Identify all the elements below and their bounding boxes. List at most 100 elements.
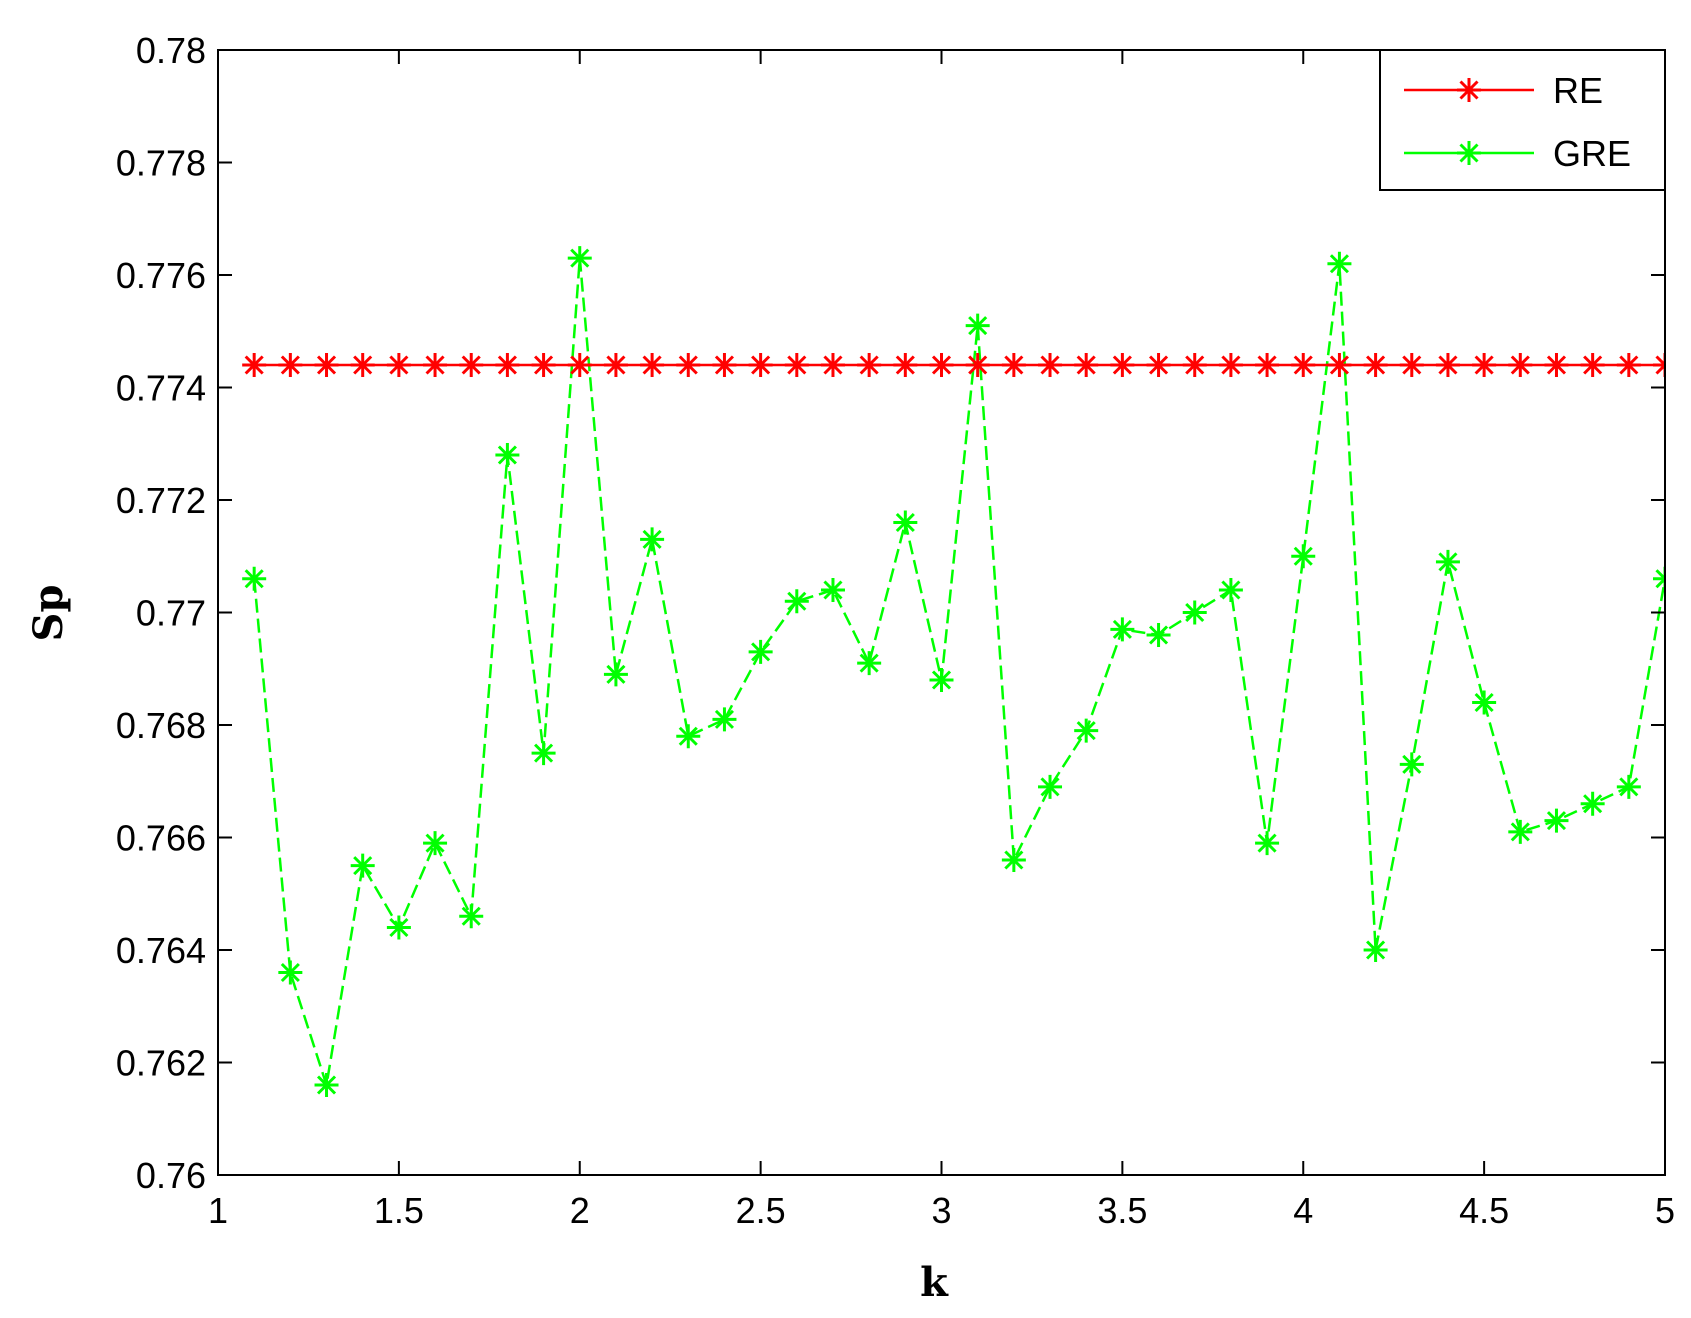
data-point-gre [784, 589, 809, 614]
data-point-gre [603, 662, 628, 687]
legend-label: GRE [1553, 133, 1631, 174]
data-point-gre [748, 639, 773, 664]
data-point-gre [314, 1073, 339, 1097]
data-point-re [1038, 353, 1063, 377]
data-point-re [712, 353, 737, 377]
data-point-gre [1110, 617, 1135, 642]
series-markers-re [242, 353, 1665, 377]
data-point-re [1074, 353, 1099, 377]
data-point-re [1616, 353, 1641, 377]
legend-marker [1457, 78, 1481, 102]
data-point-re [1544, 353, 1569, 377]
data-point-gre [1544, 808, 1569, 833]
data-point-re [857, 353, 882, 377]
data-point-gre [1327, 251, 1352, 276]
x-tick-label: 2 [570, 1190, 590, 1231]
data-point-re [1580, 353, 1605, 377]
x-tick-label: 4.5 [1459, 1190, 1509, 1231]
legend-item-re: RE [1404, 70, 1603, 111]
data-point-re [567, 353, 592, 377]
data-point-gre [929, 668, 954, 692]
data-point-gre [495, 443, 520, 467]
data-point-re [495, 353, 520, 377]
data-point-gre [1038, 774, 1063, 799]
y-axis-label: Sp [25, 585, 72, 642]
data-point-re [1255, 353, 1280, 377]
data-point-re [1508, 353, 1533, 377]
data-point-re [1182, 353, 1207, 377]
legend-item-gre: GRE [1404, 133, 1631, 174]
x-tick-label: 4 [1293, 1190, 1313, 1231]
data-point-re [1653, 353, 1665, 377]
data-point-re [603, 353, 628, 377]
data-point-re [1399, 353, 1424, 377]
y-tick-label: 0.768 [116, 705, 206, 746]
data-point-gre [531, 741, 556, 766]
plot-frame [217, 49, 1666, 1176]
y-tick-label: 0.78 [136, 30, 206, 71]
data-point-re [459, 353, 484, 377]
data-point-gre [1399, 752, 1424, 777]
data-point-gre [857, 651, 882, 676]
x-tick-label: 2.5 [736, 1190, 786, 1231]
data-point-gre [278, 960, 303, 985]
data-point-gre [242, 566, 267, 591]
y-tick-label: 0.762 [116, 1043, 206, 1084]
data-point-re [640, 353, 665, 377]
data-point-re [278, 353, 303, 377]
legend-entries: RE GRE [1404, 70, 1631, 174]
data-point-gre [1508, 819, 1533, 844]
data-point-re [929, 353, 954, 377]
data-point-re [531, 353, 556, 377]
data-point-re [350, 353, 375, 377]
y-tick-label: 0.76 [136, 1155, 206, 1196]
data-point-gre [1472, 690, 1497, 715]
legend-label: RE [1553, 70, 1603, 111]
data-point-re [820, 353, 845, 377]
data-point-gre [712, 707, 737, 732]
data-point-gre [386, 915, 411, 940]
data-point-re [1146, 353, 1171, 377]
y-tick-label: 0.772 [116, 480, 206, 521]
data-point-re [242, 353, 267, 377]
data-point-re [1001, 353, 1026, 377]
data-point-re [423, 353, 448, 377]
y-tick-label: 0.764 [116, 930, 206, 971]
series-clip-group [242, 246, 1665, 1097]
data-point-gre [1218, 578, 1243, 602]
data-point-gre [1580, 791, 1605, 816]
x-tick-label: 5 [1655, 1190, 1675, 1231]
legend-box [1379, 49, 1666, 191]
data-point-re [748, 353, 773, 377]
data-point-gre [423, 831, 448, 856]
x-axis-label: k [920, 1259, 949, 1306]
x-tick-label: 1 [208, 1190, 228, 1231]
series-markers-gre [242, 246, 1665, 1097]
plot-area [218, 50, 1665, 1175]
data-point-gre [459, 904, 484, 929]
data-point-re [893, 353, 918, 377]
data-point-gre [567, 246, 592, 271]
data-point-re [676, 353, 701, 377]
data-point-gre [1291, 544, 1316, 569]
data-point-gre [640, 527, 665, 552]
data-point-re [1218, 353, 1243, 377]
data-point-gre [1616, 774, 1641, 799]
data-point-gre [676, 724, 701, 749]
y-tick-label: 0.774 [116, 368, 206, 409]
data-point-re [1327, 353, 1352, 377]
x-tick-label: 3 [931, 1190, 951, 1231]
data-point-gre [1255, 831, 1280, 856]
data-point-re [1435, 353, 1460, 377]
series-line-gre [252, 257, 1665, 1086]
data-point-gre [965, 313, 990, 338]
y-tick-label: 0.778 [116, 143, 206, 184]
data-point-gre [820, 578, 845, 602]
x-tick-label: 3.5 [1097, 1190, 1147, 1231]
data-point-gre [1653, 566, 1665, 591]
data-point-re [1363, 353, 1388, 377]
data-point-gre [1146, 623, 1171, 647]
data-point-re [1110, 353, 1135, 377]
data-point-gre [350, 853, 375, 878]
